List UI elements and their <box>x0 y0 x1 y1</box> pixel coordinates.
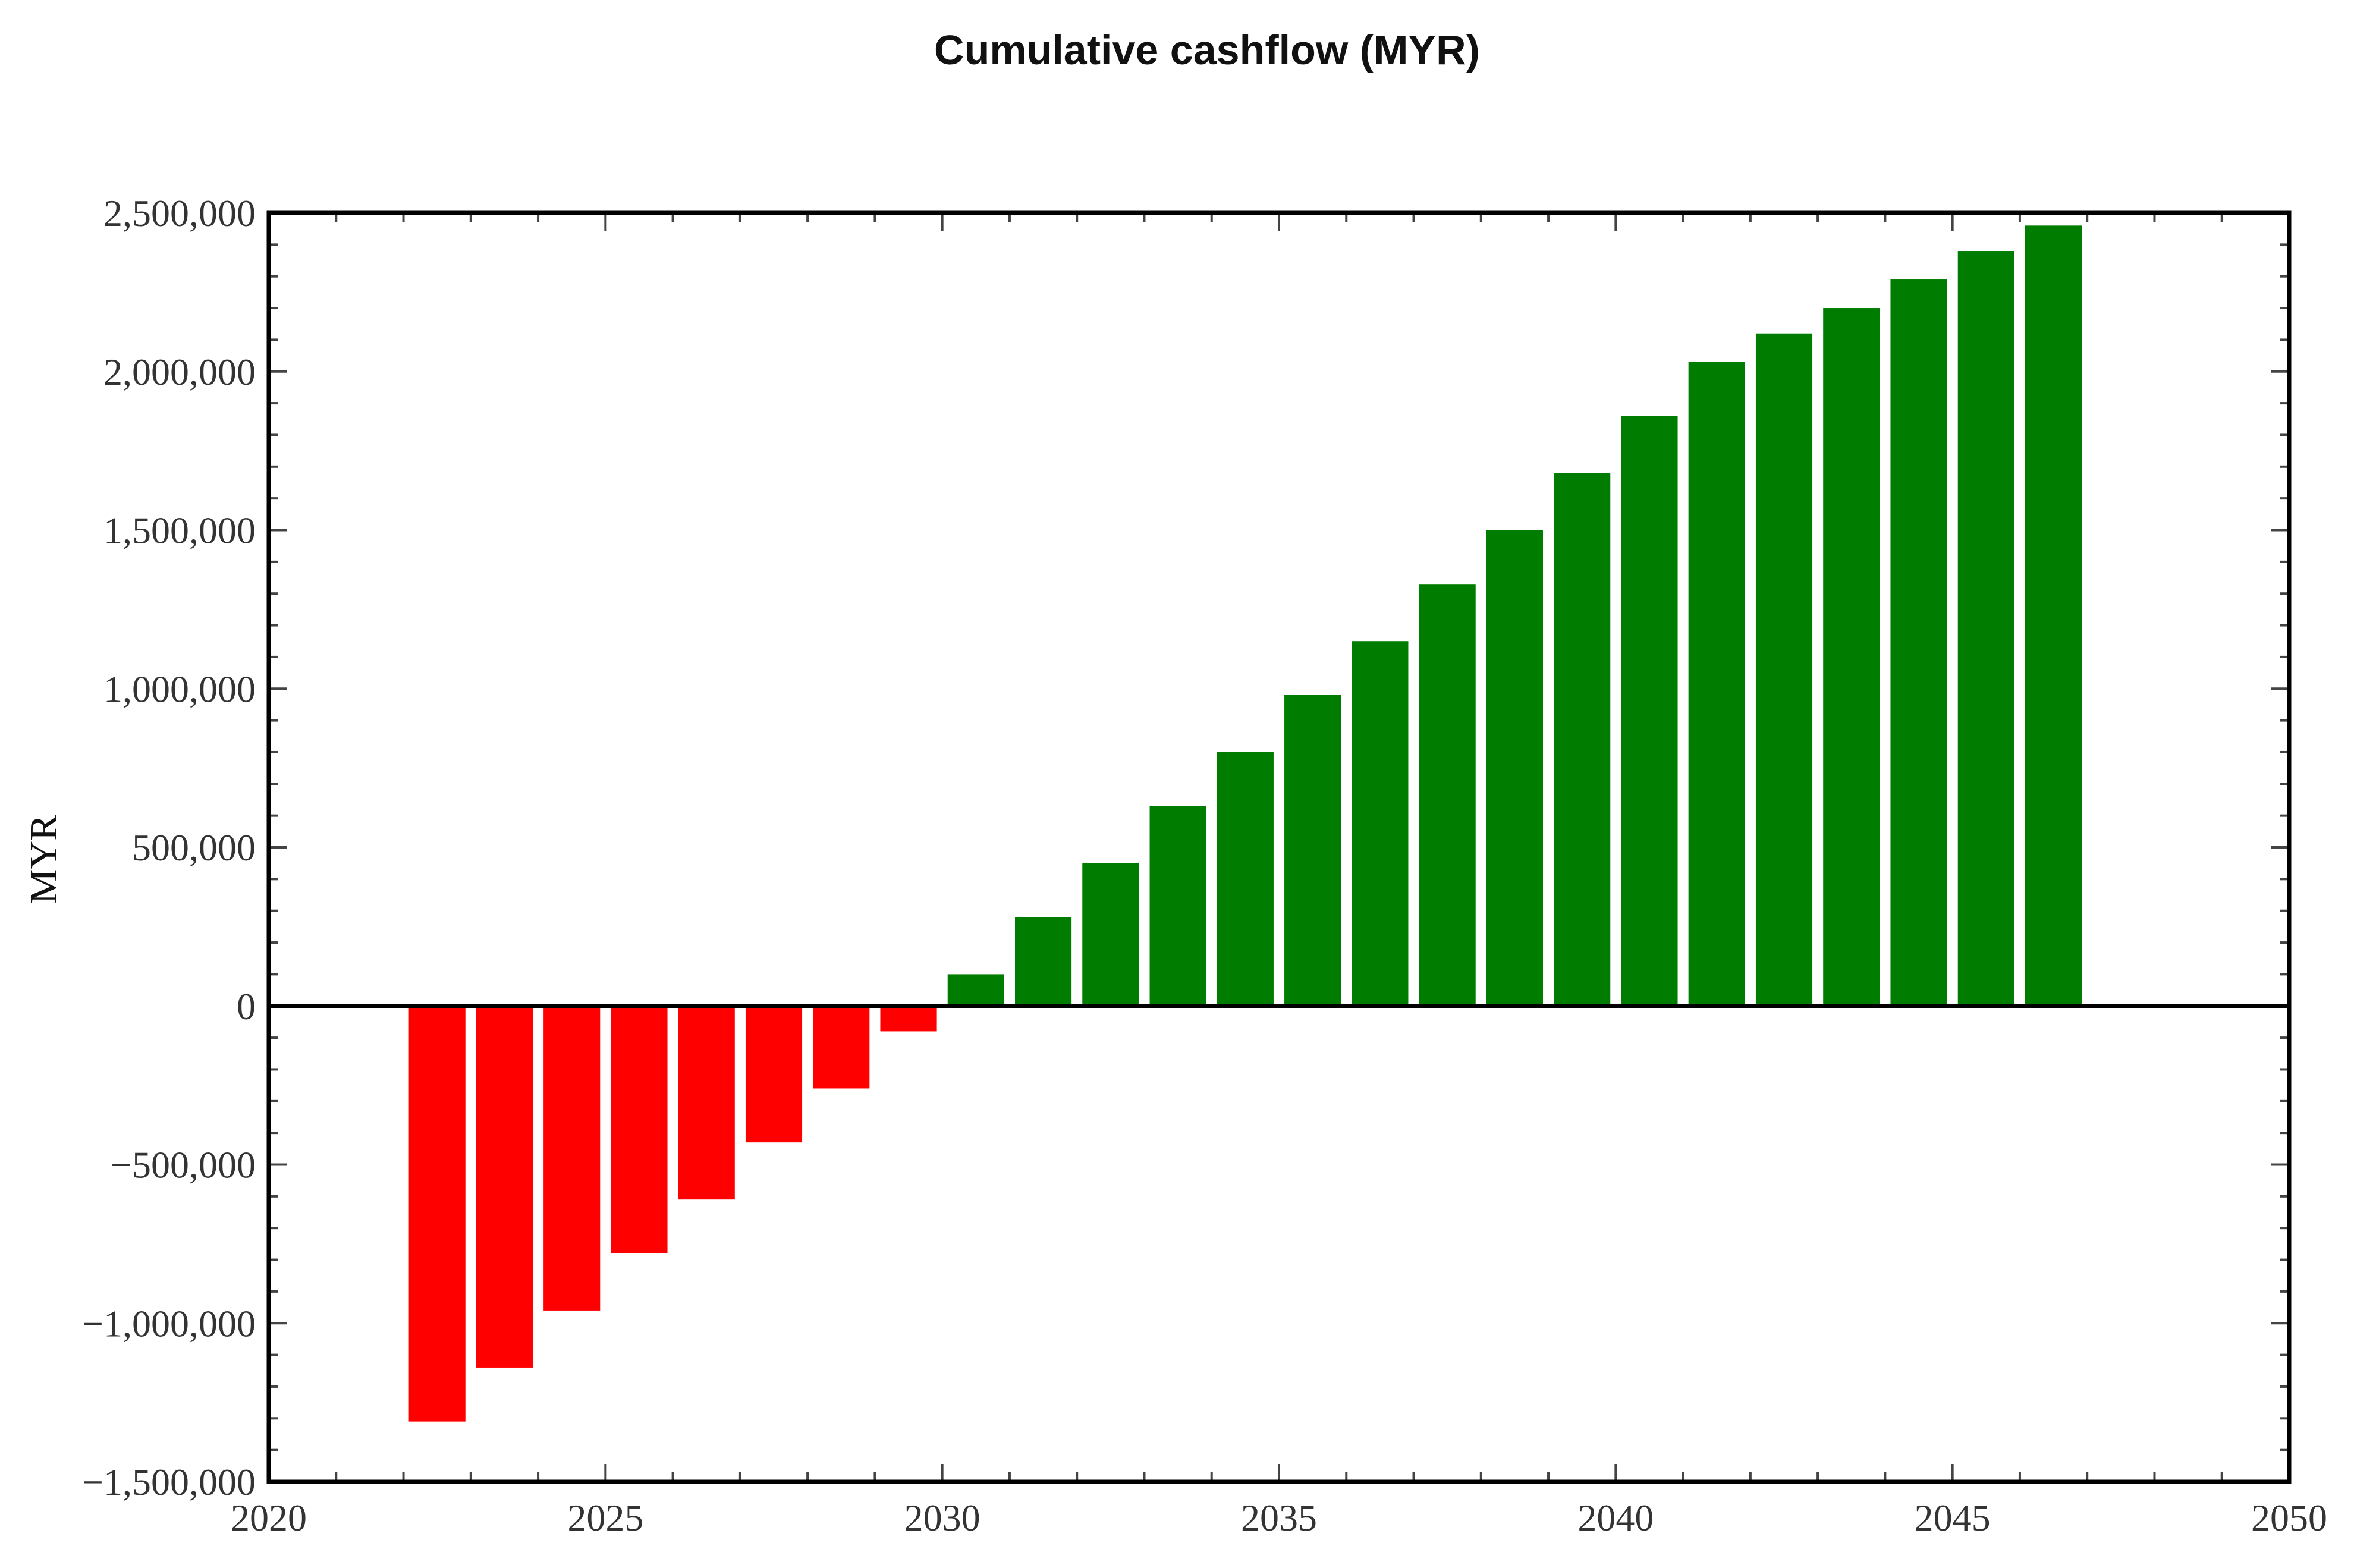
y-tick-label: 2,500,000 <box>103 192 256 234</box>
bar-2032.5 <box>1082 863 1139 1006</box>
bar-2041.5 <box>1688 362 1745 1006</box>
x-tick-label: 2040 <box>1577 1497 1654 1539</box>
plot-frame <box>266 210 2292 1484</box>
y-tick-label: 0 <box>237 985 256 1027</box>
bar-2046.5 <box>2025 225 2082 1006</box>
x-tick-label: 2050 <box>2251 1497 2327 1539</box>
bar-2038.5 <box>1486 530 1544 1006</box>
bar-2034.5 <box>1217 752 1274 1006</box>
bar-2035.5 <box>1284 695 1341 1006</box>
x-tick-label: 2045 <box>1915 1497 1991 1539</box>
y-tick-label: −500,000 <box>111 1144 256 1186</box>
bar-2024.5 <box>543 1005 601 1311</box>
bar-2036.5 <box>1352 641 1409 1006</box>
chart-title: Cumulative cashflow (MYR) <box>934 27 1480 73</box>
bar-2040.5 <box>1621 416 1678 1006</box>
y-tick-labels: −1,500,000 −1,000,000 −500,000 0 500,000 1,00… <box>82 192 256 1503</box>
bar-2028.5 <box>813 1005 870 1089</box>
x-tick-label: 2035 <box>1241 1497 1317 1539</box>
bar-2045.5 <box>1957 251 2014 1006</box>
bar-2029.5 <box>880 1005 937 1032</box>
bar-2043.5 <box>1823 308 1880 1006</box>
bar-2033.5 <box>1149 806 1206 1006</box>
bar-2030.5 <box>947 974 1004 1006</box>
y-tick-label: −1,000,000 <box>82 1302 256 1344</box>
x-tick-labels: 2020 2025 2030 2035 2040 2045 2050 <box>231 1497 2327 1539</box>
x-tick-label: 2025 <box>567 1497 643 1539</box>
y-axis-label: MYR <box>22 815 65 904</box>
bar-2042.5 <box>1755 333 1813 1006</box>
bar-2027.5 <box>745 1005 803 1143</box>
y-tick-label: 1,000,000 <box>103 668 256 710</box>
y-tick-label: 1,500,000 <box>103 510 256 552</box>
bar-2037.5 <box>1419 584 1476 1006</box>
bar-2031.5 <box>1014 917 1072 1006</box>
bar-2026.5 <box>678 1005 735 1200</box>
bars-layer <box>408 225 2082 1422</box>
x-tick-label: 2030 <box>904 1497 980 1539</box>
bar-2044.5 <box>1890 279 1947 1006</box>
y-tick-label: 500,000 <box>132 827 256 869</box>
y-tick-label: −1,500,000 <box>82 1461 256 1503</box>
bar-2039.5 <box>1554 473 1611 1006</box>
y-tick-label: 2,000,000 <box>103 351 256 393</box>
x-tick-label: 2020 <box>231 1497 307 1539</box>
bar-2023.5 <box>476 1005 533 1368</box>
bar-2025.5 <box>611 1005 668 1253</box>
bar-2022.5 <box>408 1005 466 1422</box>
